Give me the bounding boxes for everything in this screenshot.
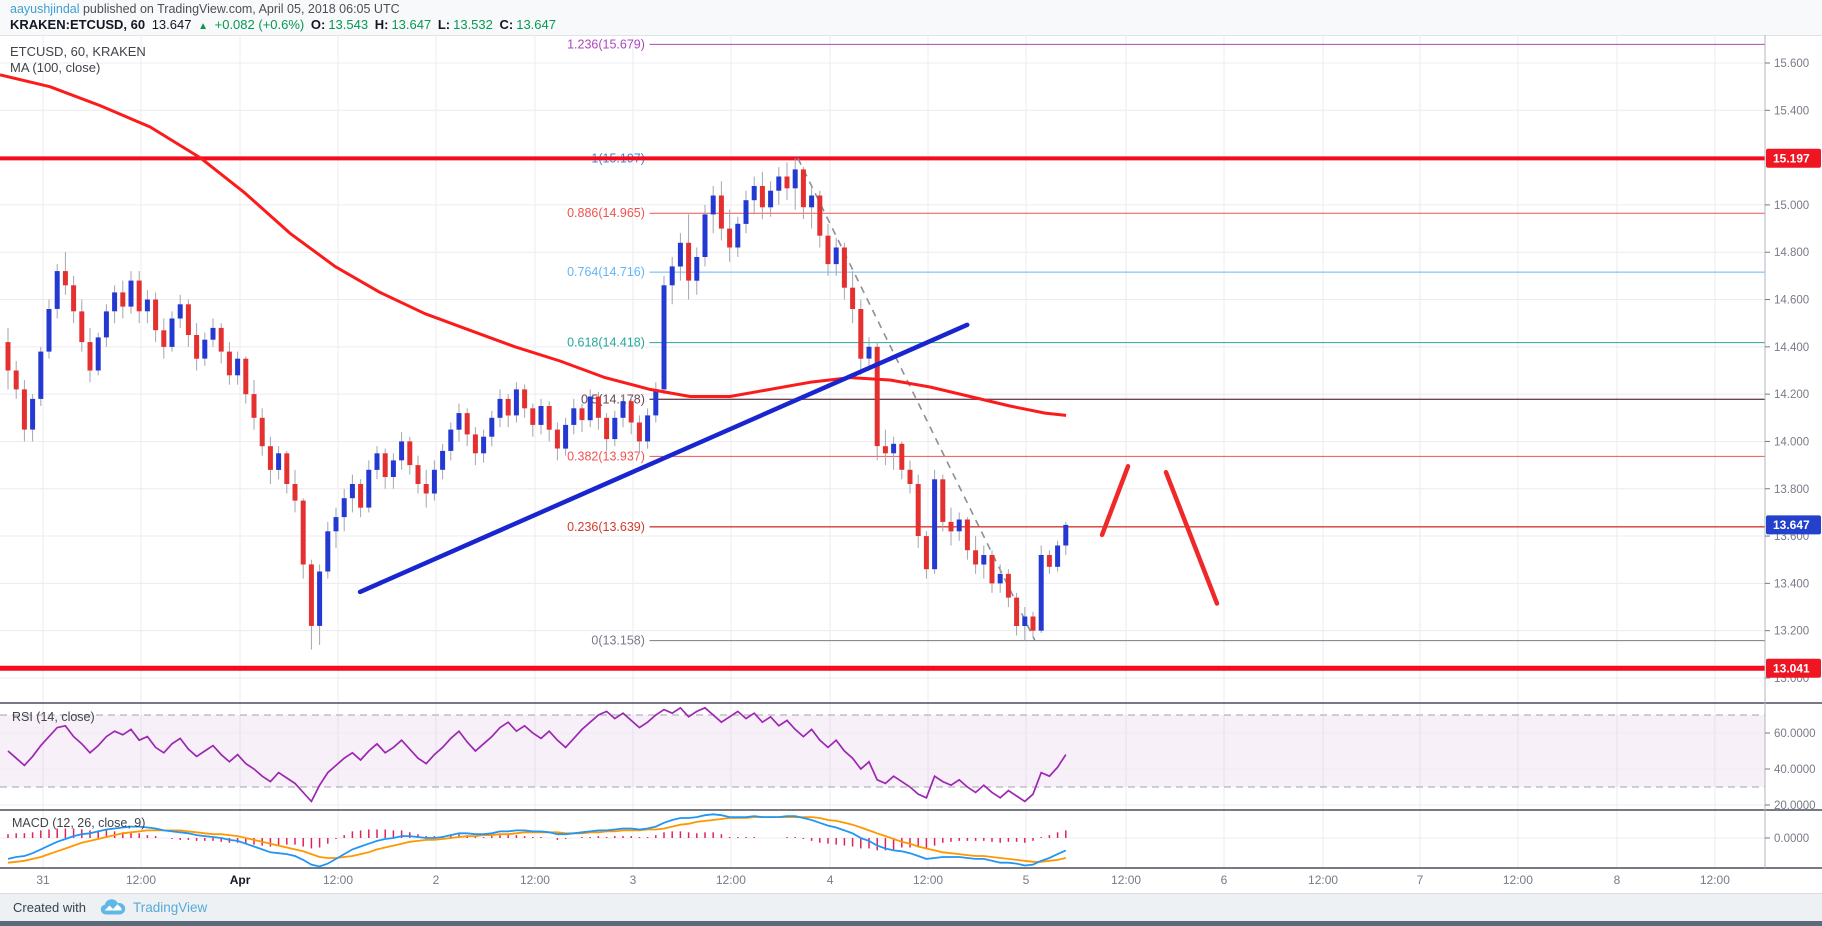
svg-text:14.000: 14.000 <box>1774 436 1809 448</box>
main-pane-legend[interactable]: ETCUSD, 60, KRAKEN <box>10 44 146 59</box>
svg-text:12:00: 12:00 <box>1111 873 1141 887</box>
svg-text:3: 3 <box>630 873 637 887</box>
low-value: 13.532 <box>453 17 493 32</box>
svg-text:31: 31 <box>36 873 50 887</box>
vertical-gridlines <box>42 35 1716 868</box>
publish-info: aayushjindal published on TradingView.co… <box>10 2 400 16</box>
open-label: O: <box>310 17 326 32</box>
svg-text:60.0000: 60.0000 <box>1774 728 1816 740</box>
svg-text:12:00: 12:00 <box>716 873 746 887</box>
svg-text:8: 8 <box>1614 873 1621 887</box>
support-trendline[interactable] <box>357 322 970 595</box>
svg-text:7: 7 <box>1417 873 1424 887</box>
svg-text:2: 2 <box>433 873 440 887</box>
svg-text:15.400: 15.400 <box>1774 105 1809 117</box>
svg-text:14.400: 14.400 <box>1774 342 1809 354</box>
header: aayushjindal published on TradingView.co… <box>0 0 1822 36</box>
horizontal-level-lines[interactable] <box>0 156 1765 671</box>
time-axis[interactable]: 31 12:00 Apr 12:00 2 12:00 3 12:00 4 12:00 5 12:00 6… <box>36 873 1730 887</box>
fib-label: 0.886(14.965) <box>567 206 645 220</box>
footer: Created with TradingView <box>0 893 1822 922</box>
high-label: H: <box>374 17 389 32</box>
open-value: 13.543 <box>328 17 369 32</box>
up-triangle-icon: ▲ <box>198 21 208 32</box>
svg-text:12:00: 12:00 <box>1503 873 1533 887</box>
fib-label: 0.618(14.418) <box>567 336 645 350</box>
macd-signal-line[interactable] <box>7 816 1067 864</box>
svg-text:13.200: 13.200 <box>1774 626 1809 638</box>
high-value: 13.647 <box>391 17 432 32</box>
red-projection-marks[interactable] <box>1099 464 1220 606</box>
svg-text:15.000: 15.000 <box>1774 200 1809 212</box>
svg-text:0.0000: 0.0000 <box>1774 833 1809 845</box>
price-axis[interactable]: 15.600 15.400 15.000 14.800 14.600 14.400 14.2… <box>1765 58 1821 845</box>
svg-text:4: 4 <box>827 873 834 887</box>
svg-text:13.647: 13.647 <box>1773 518 1810 532</box>
rsi-legend[interactable]: RSI (14, close) <box>12 710 95 724</box>
price-change: +0.082 (+0.6%) <box>214 17 305 32</box>
svg-text:12:00: 12:00 <box>913 873 943 887</box>
rsi-band <box>0 714 1765 806</box>
svg-text:14.600: 14.600 <box>1774 295 1809 307</box>
dashed-trend-line[interactable] <box>797 157 1036 641</box>
svg-text:12:00: 12:00 <box>126 873 156 887</box>
fib-label: 1.236(15.679) <box>567 37 645 51</box>
ma100-line[interactable] <box>0 73 1067 417</box>
rsi-line[interactable] <box>7 706 1067 803</box>
svg-text:13.041: 13.041 <box>1773 661 1810 675</box>
svg-text:6: 6 <box>1221 873 1228 887</box>
svg-text:13.800: 13.800 <box>1774 484 1809 496</box>
svg-text:12:00: 12:00 <box>520 873 550 887</box>
svg-text:12:00: 12:00 <box>1308 873 1338 887</box>
svg-text:15.600: 15.600 <box>1774 58 1809 70</box>
macd-legend[interactable]: MACD (12, 26, close, 9) <box>12 816 146 830</box>
close-value: 13.647 <box>516 17 556 32</box>
svg-text:13.400: 13.400 <box>1774 578 1809 590</box>
fib-label: 0.382(13.937) <box>567 449 645 463</box>
fib-retracement[interactable]: 1.236(15.679)1(15.197)0.886(14.965)0.764… <box>567 37 1765 648</box>
fib-label: 0.764(14.716) <box>567 265 645 279</box>
symbol-interval[interactable]: KRAKEN:ETCUSD, 60 <box>10 17 146 32</box>
svg-text:40.0000: 40.0000 <box>1774 764 1816 776</box>
created-with-text: Created with <box>13 900 86 915</box>
author-link[interactable]: aayushjindal <box>10 2 80 16</box>
macd-line[interactable] <box>7 813 1067 868</box>
svg-text:15.197: 15.197 <box>1773 151 1810 165</box>
svg-text:12:00: 12:00 <box>1700 873 1730 887</box>
price-badge <box>1766 658 1821 678</box>
bottom-accent-bar <box>0 921 1822 926</box>
low-label: L: <box>437 17 451 32</box>
last-price: 13.647 <box>151 17 192 32</box>
fib-label: 0(13.158) <box>591 634 645 648</box>
svg-text:5: 5 <box>1023 873 1030 887</box>
svg-text:Apr: Apr <box>230 873 251 887</box>
symbol-ohlc-row: KRAKEN:ETCUSD, 60 13.647 ▲ +0.082 (+0.6%… <box>10 17 559 32</box>
published-text: published on TradingView.com, April 05, … <box>82 2 400 16</box>
svg-text:14.800: 14.800 <box>1774 247 1809 259</box>
price-badge <box>1766 148 1821 168</box>
svg-text:14.200: 14.200 <box>1774 389 1809 401</box>
candles-layer <box>5 158 1069 650</box>
fib-label: 0.236(13.639) <box>567 520 645 534</box>
tradingview-brand-link[interactable]: TradingView <box>133 900 208 915</box>
svg-text:20.0000: 20.0000 <box>1774 800 1816 812</box>
ma-legend[interactable]: MA (100, close) <box>10 60 101 75</box>
price-badge <box>1766 515 1821 535</box>
price-gridlines <box>0 62 1765 679</box>
tradingview-logo-icon[interactable] <box>100 898 126 922</box>
svg-text:12:00: 12:00 <box>323 873 353 887</box>
close-label: C: <box>499 17 514 32</box>
chart-canvas[interactable]: 1.236(15.679)1(15.197)0.886(14.965)0.764… <box>0 35 1822 893</box>
